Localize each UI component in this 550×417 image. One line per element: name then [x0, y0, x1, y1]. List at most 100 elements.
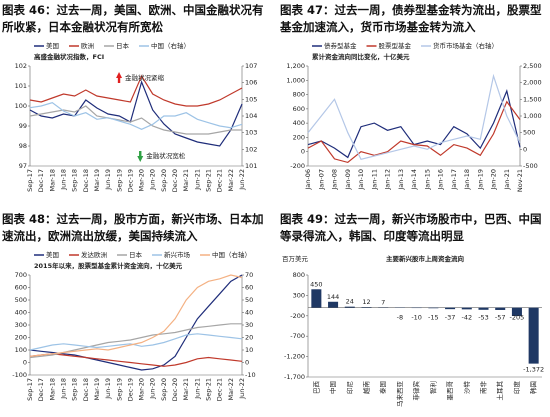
x-tick-label: Dec-20 [171, 169, 179, 192]
value-label: -10 [411, 314, 422, 322]
x-tick-label: Dec-17 [37, 378, 45, 401]
y2-tick-label: 500 [523, 129, 535, 137]
y-tick-label: 97 [19, 162, 27, 170]
y-tick-label: 700 [15, 271, 27, 279]
y-tick-label: 200 [15, 334, 27, 342]
x-tick-label: Dec-18 [82, 378, 90, 401]
x-tick-label: Jun-19 [104, 169, 112, 191]
value-label: -1,372 [523, 366, 544, 374]
y-tick-label: 100 [15, 346, 27, 354]
x-tick-label: Sep-21 [205, 378, 213, 401]
value-label: -53 [478, 314, 489, 322]
y-tick-label: 300 [15, 321, 27, 329]
x-tick-label: Mar-22 [227, 378, 235, 400]
series-line [29, 353, 243, 367]
x-tick-label: Sep-17 [26, 169, 34, 192]
chart-title: 图表 49：过去一周，新兴市场股市中，巴西、中国等录得流入，韩国、印度等流出明显 [280, 212, 542, 243]
y2-tick-label: 1,500 [523, 95, 542, 103]
y2-tick-label: 2,000 [523, 79, 542, 87]
x-tick-label: 韩国 [529, 381, 538, 394]
legend-label: 欧洲 [81, 41, 94, 50]
x-tick-label: 印度 [512, 381, 521, 395]
y-tick-label: 600 [293, 105, 305, 113]
x-tick-label: 菲律宾 [412, 381, 421, 401]
value-label: -205 [510, 314, 525, 322]
y-tick-label: 1,000 [286, 76, 305, 84]
x-tick-label: Sep-18 [71, 378, 79, 401]
y-tick-label: 400 [15, 309, 27, 317]
x-tick-label: Jun-22 [238, 378, 246, 400]
y2-tick-label: 106 [245, 79, 257, 87]
x-tick-label: 墨西哥 [446, 381, 454, 401]
series-line [29, 105, 242, 135]
legend-label: 货币市场基金（右轴） [433, 41, 498, 50]
legend-label: 美国 [46, 250, 59, 259]
x-tick-label: 巴西 [312, 381, 320, 395]
x-tick-label: Jan-16 [437, 169, 445, 191]
x-tick-label: Sep-19 [115, 378, 123, 401]
x-tick-label: Jan-17 [450, 169, 458, 191]
value-label: -15 [428, 314, 439, 322]
y2-tick-label: -10 [245, 371, 256, 379]
chart: 800 300 -200 -700 -1,200 -1,700 巴西 中国 印尼 越南 泰国 马来西亚… [282, 254, 544, 408]
bar [311, 289, 322, 308]
bar [511, 307, 522, 317]
x-tick-label: 土耳其 [495, 381, 504, 401]
y2-tick-label: 60 [245, 284, 253, 292]
subtitle: 2015年以来，股票型基金累计资金流向，十亿美元 [34, 261, 183, 270]
value-label: 144 [327, 293, 339, 301]
x-tick-label: 马来西亚 [396, 381, 404, 408]
chart-title: 图表 46：过去一周，美国、欧洲、中国金融状况有所收紧，日本金融状况有所宽松 [2, 3, 264, 34]
series-line [307, 100, 521, 164]
subtitle: 累计资金流向同比变化，十亿美元 [312, 52, 410, 61]
value-label: -37 [445, 314, 456, 322]
x-tick-label: Mar-19 [93, 169, 101, 191]
x-tick-label: Dec-17 [37, 169, 45, 192]
x-tick-label: 中国 [328, 381, 337, 394]
x-tick-label: Jan-08 [331, 169, 339, 191]
y-tick-label: 800 [293, 271, 305, 279]
annotation-arrow [116, 72, 123, 83]
y-tick-label: -1,700 [284, 373, 305, 381]
value-label: 450 [310, 280, 322, 288]
x-tick-label: Jun-18 [59, 378, 67, 400]
x-tick-label: Mar-18 [48, 169, 56, 191]
legend-label: 美国 [46, 41, 59, 50]
y-tick-label: 800 [293, 91, 305, 99]
subtitle: 高盛金融状况指数，FCI [34, 52, 104, 61]
y2-tick-label: 1,000 [523, 112, 542, 120]
y2-tick-label: 104 [245, 112, 257, 120]
chart-panel: 图表 46：过去一周，美国、欧洲、中国金融状况有所收紧，日本金融状况有所宽松 97… [0, 0, 272, 208]
x-tick-label: 智利 [428, 381, 437, 394]
x-tick-label: Sep-19 [115, 169, 123, 192]
x-tick-label: Mar-22 [227, 169, 235, 191]
x-tick-label: Dec-21 [216, 169, 224, 192]
chart-title: 图表 47：过去一周，债券型基金转为流出，股票型基金加速流入，货币市场基金转为流… [280, 3, 542, 34]
value-label: -57 [495, 314, 506, 322]
x-tick-label: Sep-17 [26, 378, 34, 401]
legend-label: 日本 [129, 250, 143, 259]
chart-panel: 图表 49：过去一周，新兴市场股市中，巴西、中国等录得流入，韩国、印度等流出明显… [278, 209, 550, 417]
chart: -1000100200300400500600700-1001020304050… [12, 250, 256, 401]
x-tick-label: Jan-10 [357, 169, 365, 191]
series-line [29, 274, 243, 357]
x-tick-label: Jun-19 [104, 378, 112, 400]
x-tick-label: Jan-20 [490, 169, 498, 191]
x-tick-label: Mar-21 [182, 169, 190, 191]
y-tick-label: 100 [15, 102, 27, 110]
bar [528, 307, 539, 364]
y-tick-label: 0 [301, 148, 305, 156]
y2-tick-label: 102 [245, 145, 257, 153]
bar [328, 301, 339, 308]
value-label: 12 [362, 298, 370, 306]
x-tick-label: Jun-20 [149, 169, 157, 191]
series-line [307, 73, 521, 160]
x-tick-label: Mar-21 [182, 378, 190, 400]
y2-tick-label: 107 [245, 62, 257, 70]
y2-tick-label: 50 [245, 296, 253, 304]
x-tick-label: 印尼 [346, 381, 354, 394]
x-tick-label: Sep-18 [71, 169, 79, 192]
y-tick-label: 400 [293, 119, 305, 127]
annotation: 金融状况紧缩 [125, 73, 165, 82]
